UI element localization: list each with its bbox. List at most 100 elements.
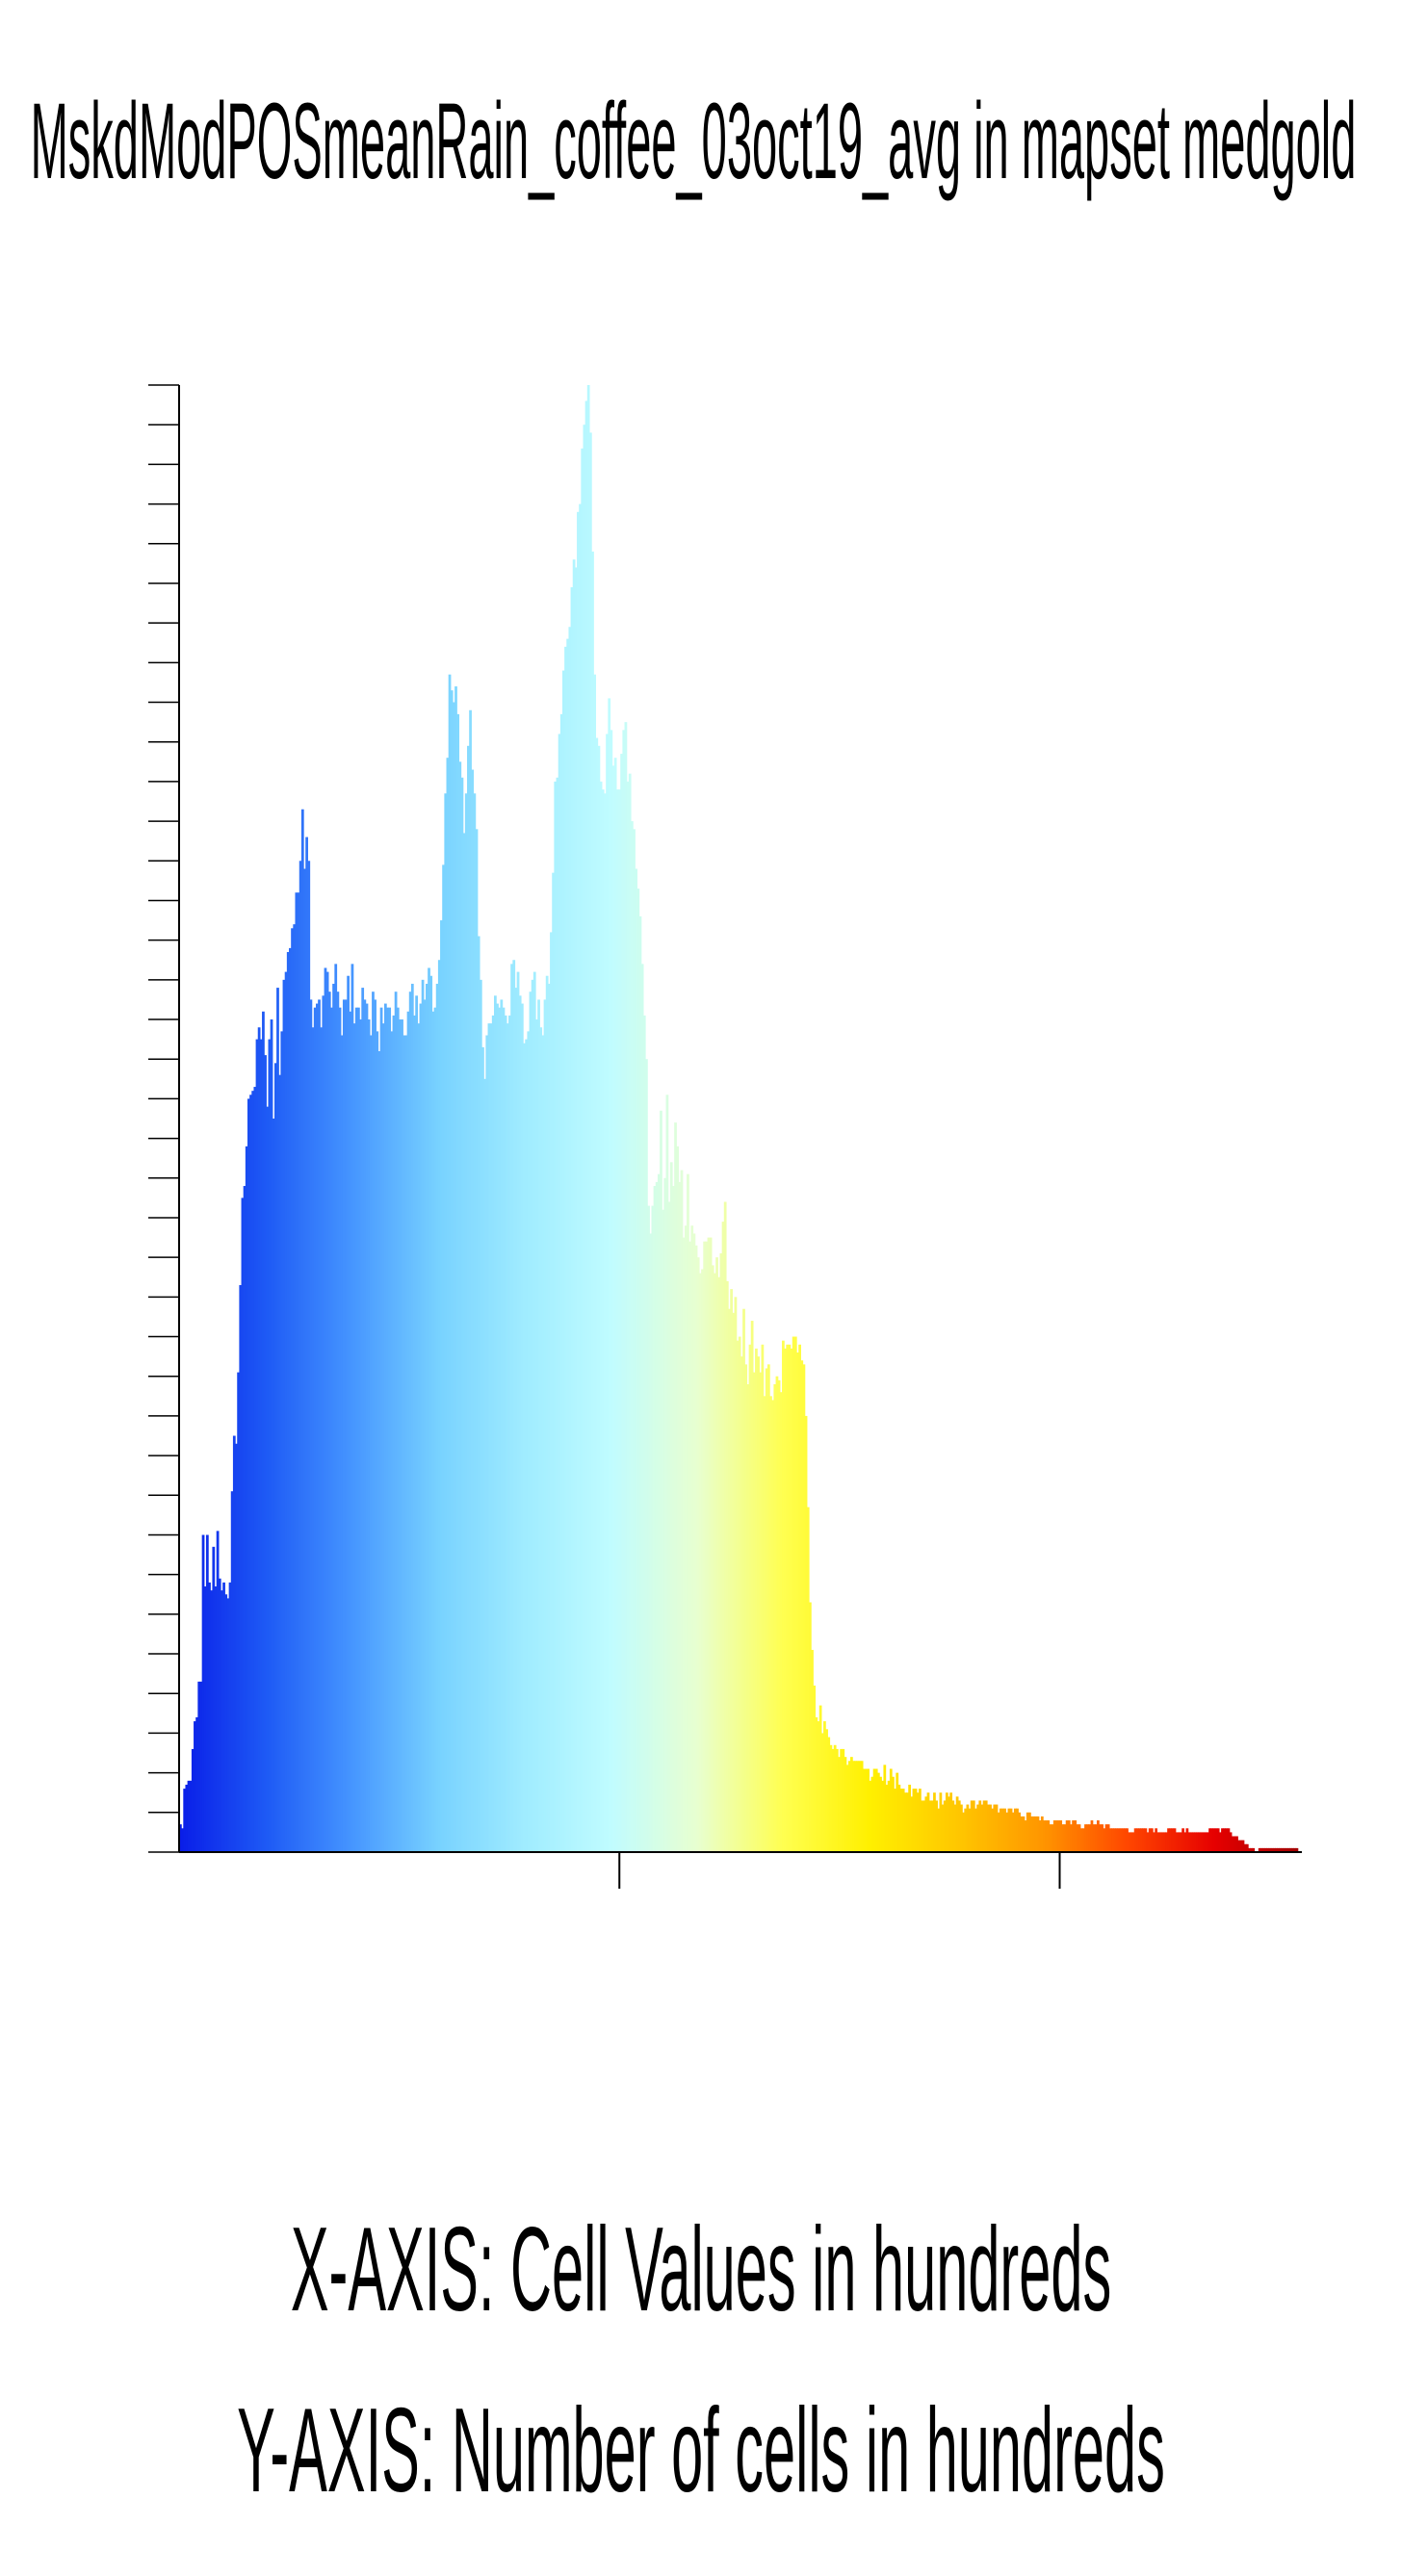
histogram-bar xyxy=(912,1789,916,1852)
histogram-bar xyxy=(581,448,584,1852)
histogram-bar xyxy=(309,999,313,1852)
histogram-bar xyxy=(332,983,335,1852)
histogram-bar xyxy=(792,1336,795,1852)
histogram-bar xyxy=(806,1507,810,1852)
histogram-bar xyxy=(854,1761,858,1852)
histogram-bar xyxy=(1045,1820,1048,1852)
histogram-bar xyxy=(325,971,329,1852)
histogram-bar xyxy=(448,674,452,1853)
histogram-bar xyxy=(235,1443,238,1852)
histogram-bar xyxy=(663,1177,667,1852)
histogram-bar xyxy=(1104,1824,1108,1852)
histogram-bar xyxy=(1218,1832,1222,1852)
histogram-bar xyxy=(964,1808,968,1852)
histogram-bar xyxy=(1248,1847,1251,1852)
histogram-bar xyxy=(993,1804,997,1852)
histogram-bar xyxy=(1131,1832,1135,1852)
histogram-bar xyxy=(825,1729,828,1852)
histogram-bar xyxy=(1144,1828,1148,1852)
histogram-bar xyxy=(516,971,520,1852)
histogram-bar xyxy=(410,983,414,1852)
histogram-bar xyxy=(1111,1828,1114,1852)
histogram-bar xyxy=(481,1046,484,1852)
histogram-bar xyxy=(429,975,433,1852)
histogram-bar xyxy=(558,734,561,1853)
histogram-bar xyxy=(367,1019,371,1852)
histogram-bar xyxy=(802,1364,806,1852)
histogram-bar xyxy=(506,1023,509,1852)
histogram-bar xyxy=(417,1023,421,1852)
histogram-bar xyxy=(491,1015,495,1852)
histogram-bar xyxy=(1101,1824,1104,1852)
histogram-bar xyxy=(919,1789,922,1852)
histogram-bar xyxy=(1233,1836,1236,1852)
histogram-bar xyxy=(1030,1816,1033,1852)
histogram-bar xyxy=(251,1091,255,1852)
histogram-bar xyxy=(226,1598,230,1852)
histogram-bar xyxy=(593,674,597,1853)
histogram-bar xyxy=(1133,1828,1137,1852)
histogram-bar xyxy=(270,1019,273,1852)
histogram-bar xyxy=(1231,1836,1234,1852)
histogram-bar xyxy=(1074,1820,1077,1852)
histogram-bar xyxy=(352,1023,356,1852)
histogram-bar xyxy=(376,1031,379,1852)
histogram-bar xyxy=(550,932,553,1852)
histogram-bar xyxy=(241,1198,245,1852)
histogram-bar xyxy=(798,1344,801,1852)
histogram-bar xyxy=(1223,1828,1226,1852)
histogram-bar xyxy=(272,1119,275,1852)
histogram-bar xyxy=(692,1233,696,1852)
histogram-bar xyxy=(307,861,311,1852)
histogram-bar xyxy=(1258,1847,1261,1852)
histogram-bar xyxy=(249,1095,252,1852)
histogram-bar xyxy=(539,1027,543,1852)
histogram-bar xyxy=(446,758,450,1853)
histogram-bar xyxy=(537,999,540,1852)
histogram-bar xyxy=(415,995,418,1852)
histogram-bar xyxy=(779,1392,783,1852)
histogram-bar xyxy=(872,1768,876,1852)
histogram-bar xyxy=(633,829,636,1852)
histogram-bar xyxy=(185,1784,189,1852)
histogram-bar xyxy=(428,967,430,1852)
histogram-bar xyxy=(597,745,601,1852)
histogram-bar xyxy=(401,1019,403,1852)
histogram-bar xyxy=(865,1768,868,1852)
histogram-bar xyxy=(299,861,302,1852)
histogram-bar xyxy=(1194,1832,1197,1852)
histogram-bar xyxy=(1275,1847,1278,1852)
histogram-bar xyxy=(910,1796,914,1852)
histogram-bar xyxy=(786,1344,790,1852)
histogram-bar xyxy=(1011,1812,1015,1852)
histogram-bar xyxy=(421,979,425,1852)
histogram-bar xyxy=(869,1780,872,1852)
histogram-bar xyxy=(525,1039,529,1852)
histogram-bar xyxy=(690,1225,694,1852)
histogram-bar xyxy=(282,979,286,1852)
histogram-bar xyxy=(948,1796,950,1852)
histogram-bar xyxy=(876,1772,880,1852)
histogram-bar xyxy=(694,1245,698,1852)
histogram-bar xyxy=(535,1019,538,1852)
histogram-bar xyxy=(1142,1828,1146,1852)
histogram-bar xyxy=(688,1241,691,1852)
histogram-bar xyxy=(672,1186,675,1852)
histogram-bar xyxy=(483,1078,486,1852)
histogram-bar xyxy=(1007,1808,1011,1852)
histogram-bar xyxy=(738,1336,741,1852)
histogram-bar xyxy=(365,1003,369,1852)
histogram-bar xyxy=(1106,1824,1110,1852)
histogram-bar xyxy=(808,1602,812,1852)
histogram-bar xyxy=(1113,1828,1116,1852)
histogram-bar xyxy=(862,1768,866,1852)
histogram-bar xyxy=(736,1340,740,1852)
histogram-bar xyxy=(1180,1832,1182,1852)
histogram-bar xyxy=(705,1241,709,1852)
y-axis-label: Y-AXIS: Number of cells in hundreds xyxy=(237,2383,1165,2517)
histogram-bar xyxy=(199,1681,203,1852)
histogram-bar xyxy=(1175,1832,1179,1852)
histogram-bar xyxy=(1207,1832,1209,1852)
histogram-bar xyxy=(608,698,611,1852)
histogram-bar xyxy=(696,1257,700,1852)
